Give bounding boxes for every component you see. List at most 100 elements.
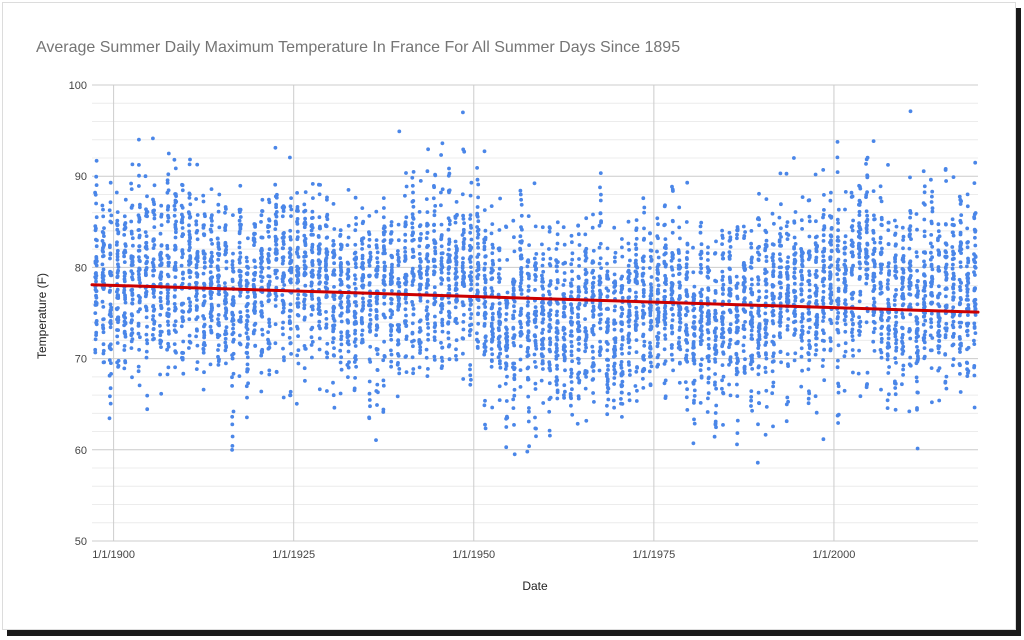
data-point	[288, 237, 293, 242]
data-point	[671, 189, 675, 193]
data-point	[491, 268, 495, 273]
data-point	[367, 281, 372, 285]
data-point	[129, 181, 134, 186]
data-point	[684, 326, 689, 331]
data-point	[771, 359, 776, 364]
data-point	[158, 323, 162, 328]
data-point	[425, 374, 430, 378]
data-point	[447, 188, 452, 193]
data-point	[692, 361, 697, 366]
data-point	[605, 403, 609, 408]
data-point	[642, 254, 646, 259]
data-point	[303, 243, 308, 248]
data-point	[282, 358, 286, 363]
data-point	[548, 433, 552, 438]
data-point	[116, 268, 120, 273]
data-point	[203, 214, 207, 219]
data-point	[728, 393, 733, 398]
data-point	[273, 341, 278, 346]
data-point	[165, 178, 170, 183]
data-point	[383, 251, 387, 256]
data-point	[180, 183, 185, 188]
data-point	[757, 217, 761, 222]
data-point	[511, 218, 516, 223]
data-point	[519, 278, 524, 282]
data-point	[390, 265, 394, 270]
data-point	[462, 270, 466, 275]
data-point	[324, 263, 328, 267]
data-point	[288, 389, 293, 394]
data-point	[353, 286, 358, 291]
data-point	[382, 354, 387, 359]
data-point	[431, 196, 436, 201]
data-point	[231, 313, 236, 317]
data-point	[418, 295, 423, 300]
data-point	[756, 278, 761, 282]
data-point	[188, 304, 193, 308]
data-point	[562, 326, 567, 331]
data-point	[684, 306, 689, 310]
data-point	[310, 304, 315, 309]
data-point	[210, 242, 215, 246]
data-point	[469, 302, 473, 307]
data-point	[749, 398, 753, 403]
data-point	[519, 197, 523, 202]
data-point	[713, 372, 717, 376]
data-point	[447, 311, 452, 315]
data-point	[504, 305, 509, 310]
data-point	[613, 283, 618, 288]
data-point	[619, 346, 624, 351]
data-point	[569, 340, 574, 344]
data-point	[462, 149, 467, 154]
data-point	[252, 240, 257, 244]
data-point	[713, 383, 717, 387]
data-point	[129, 187, 134, 192]
data-point	[612, 318, 617, 323]
data-point	[648, 313, 653, 318]
data-point	[627, 345, 632, 350]
data-point	[332, 261, 336, 266]
data-point	[700, 357, 704, 362]
data-point	[534, 252, 539, 256]
data-point	[289, 266, 294, 270]
data-point	[145, 393, 150, 398]
data-point	[649, 248, 654, 253]
data-point	[721, 352, 726, 356]
data-point	[678, 296, 682, 300]
data-point	[555, 363, 559, 368]
data-point	[331, 380, 335, 385]
data-point	[281, 320, 285, 325]
data-point	[512, 377, 517, 382]
data-point	[590, 225, 595, 230]
data-point	[152, 225, 157, 230]
scatter-points	[93, 109, 978, 465]
data-point	[246, 337, 251, 341]
data-point	[786, 317, 791, 321]
data-point	[411, 254, 416, 259]
data-point	[505, 374, 509, 379]
data-point	[433, 251, 438, 256]
data-point	[303, 236, 308, 241]
data-point	[700, 304, 704, 309]
data-point	[641, 196, 646, 201]
data-point	[786, 290, 791, 295]
data-point	[821, 328, 825, 333]
data-point	[490, 302, 495, 306]
data-point	[101, 277, 106, 282]
data-point	[187, 333, 192, 338]
data-point	[777, 215, 782, 220]
data-point	[426, 259, 431, 264]
data-point	[338, 348, 343, 353]
data-point	[389, 297, 394, 302]
data-point	[778, 310, 783, 314]
data-point	[799, 354, 804, 359]
data-point	[259, 370, 264, 375]
data-point	[591, 313, 596, 317]
data-point	[210, 259, 214, 264]
data-point	[123, 225, 128, 230]
data-point	[743, 279, 747, 284]
data-point	[324, 317, 329, 321]
data-point	[728, 360, 733, 364]
data-point	[576, 232, 581, 237]
data-point	[137, 298, 142, 303]
